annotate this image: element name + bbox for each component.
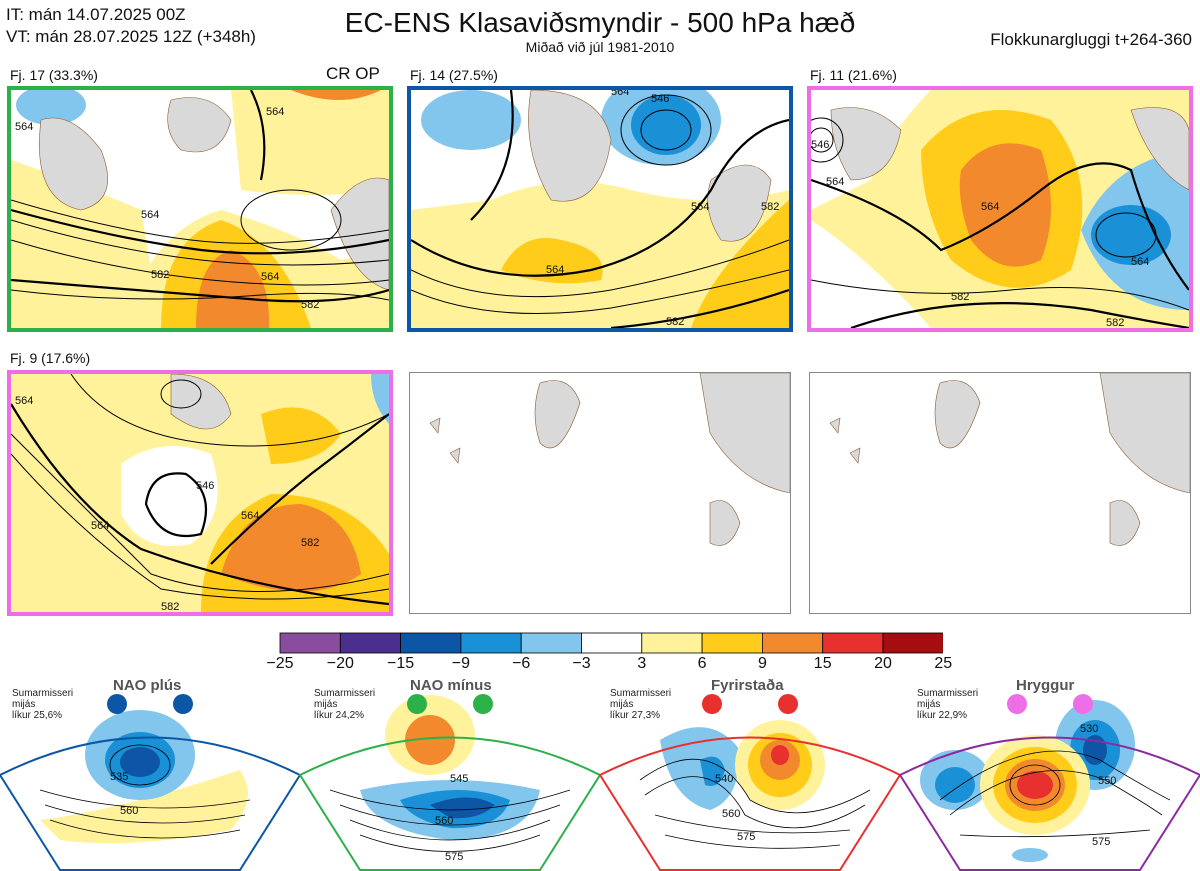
colorbar-tick-label: 25: [934, 655, 953, 672]
cluster-map-3: 546 564 564 582 564 582: [807, 86, 1193, 332]
contour-label: 564: [141, 209, 159, 221]
colorbar-tick-label: −6: [512, 655, 531, 672]
contour-label: 564: [261, 271, 279, 283]
colorbar-swatch: [279, 632, 341, 654]
colorbar-swatch: [520, 632, 582, 654]
contour-label: 530: [1080, 723, 1098, 735]
cluster-map-2: 564 546 564 582 564 582: [407, 86, 793, 332]
colorbar-tick-label: −3: [572, 655, 591, 672]
contour-label: 582: [1106, 317, 1124, 328]
valid-time: VT: mán 28.07.2025 12Z (+348h): [6, 27, 256, 46]
contour-label: 582: [301, 537, 319, 549]
contour-label: 564: [15, 121, 33, 133]
panel-1-label: Fj. 17 (33.3%): [10, 67, 98, 83]
cluster-map-1: 564 564 564 582 582 564: [7, 86, 393, 332]
regime-name: NAO mínus: [410, 677, 492, 694]
contour-label: 564: [691, 201, 709, 213]
colorbar-tick-label: 9: [757, 655, 767, 672]
contour-label: 582: [161, 601, 179, 612]
colorbar-swatch: [761, 632, 824, 654]
classification-window: Flokkunargluggi t+264-360: [990, 30, 1192, 49]
contour-label: 582: [951, 291, 969, 303]
colorbar-tick-label: 6: [697, 655, 707, 672]
contour-label: 564: [1131, 256, 1149, 268]
panel-3-label: Fj. 11 (21.6%): [810, 67, 897, 83]
regime-panels: 535 560 545 560 575 54: [0, 694, 1200, 871]
regime-name: NAO plús: [113, 677, 182, 694]
contour-label: 550: [1098, 775, 1116, 787]
regime-name: Fyrirstaða: [711, 677, 784, 694]
init-time: IT: mán 14.07.2025 00Z: [6, 5, 186, 24]
contour-label: 564: [826, 176, 844, 188]
colorbar-tick-label: 15: [813, 655, 832, 672]
regime-nao-plus: 535 560: [0, 694, 302, 871]
contour-label: 546: [196, 480, 214, 492]
regime-info: Sumarmisseri mijás líkur 24,2%: [314, 688, 376, 721]
colorbar-tick-label: −9: [451, 655, 471, 672]
contour-label: 582: [666, 316, 684, 328]
contour-label: 540: [715, 773, 733, 785]
colorbar-swatch: [339, 632, 401, 654]
regime-ridge: 530 550 575: [898, 694, 1200, 871]
colorbar-tick-label: 3: [637, 655, 647, 672]
contour-label: 564: [266, 106, 284, 118]
contour-label: 546: [651, 93, 669, 105]
regime-info: Sumarmisseri mijás líkur 22,9%: [917, 688, 979, 721]
contour-label: 582: [761, 201, 779, 213]
cluster-map-4: 564 546 564 564 582 582: [7, 370, 393, 616]
contour-label: 575: [737, 831, 755, 843]
contour-label: 564: [611, 90, 629, 98]
contour-label: 582: [301, 299, 319, 311]
page-title: EC-ENS Klasaviðsmyndir - 500 hPa hæð: [344, 7, 856, 38]
colorbar-swatch: [882, 632, 943, 654]
contour-label: 575: [445, 851, 463, 863]
contour-label: 564: [15, 395, 33, 407]
contour-label: 582: [151, 269, 169, 281]
colorbar-tick-label: 20: [874, 655, 892, 672]
panel-1-crop-label: CR OP: [326, 64, 380, 83]
empty-map-5: [409, 372, 791, 614]
colorbar-swatch: [460, 632, 522, 654]
colorbar: [279, 632, 943, 654]
contour-label: 564: [546, 264, 564, 276]
colorbar-tick-label: −20: [326, 655, 354, 672]
header-info: IT: mán 14.07.2025 00Z VT: mán 28.07.202…: [6, 4, 256, 48]
empty-map-6: [809, 372, 1191, 614]
contour-label: 564: [241, 510, 259, 522]
contour-label: 560: [722, 808, 740, 820]
contour-label: 545: [450, 773, 468, 785]
contour-label: 564: [91, 520, 109, 532]
contour-label: 546: [811, 139, 829, 151]
panel-4-label: Fj. 9 (17.6%): [10, 350, 91, 366]
colorbar-swatch: [701, 632, 763, 654]
colorbar-tick-label: −25: [266, 655, 294, 672]
colorbar-swatch: [400, 632, 462, 654]
contour-label: 560: [435, 815, 453, 827]
contour-label: 564: [981, 201, 999, 213]
regime-info: Sumarmisseri mijás líkur 27,3%: [610, 688, 672, 721]
colorbar-swatch: [822, 632, 884, 654]
contour-label: 575: [1092, 836, 1110, 848]
colorbar-tick-label: −15: [387, 655, 415, 672]
regime-info: Sumarmisseri mijás líkur 25,6%: [12, 688, 74, 721]
contour-label: 535: [110, 771, 128, 783]
regime-blocking: 540 560 575: [598, 694, 902, 871]
regime-name: Hryggur: [1016, 677, 1075, 694]
contour-label: 560: [120, 805, 138, 817]
page-subtitle: Miðað við júl 1981-2010: [525, 39, 675, 55]
panel-2-label: Fj. 14 (27.5%): [410, 67, 498, 83]
colorbar-swatch: [581, 632, 643, 654]
colorbar-swatch: [641, 632, 703, 654]
